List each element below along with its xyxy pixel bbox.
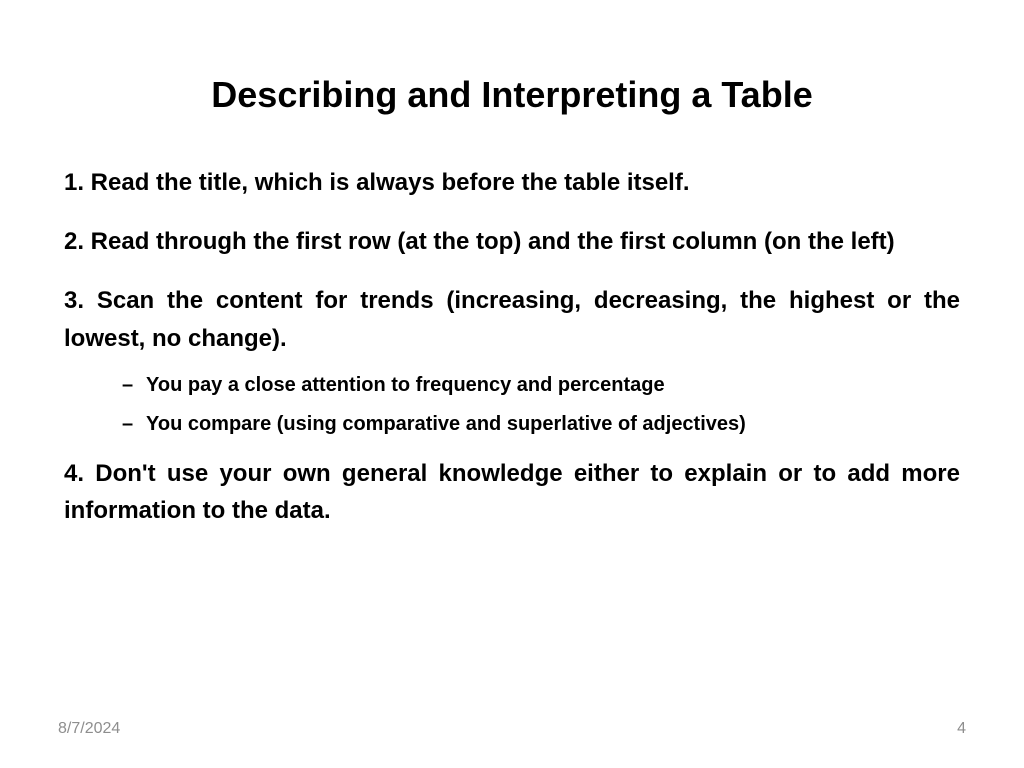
point-3-sub-a: You pay a close attention to frequency a… <box>122 371 960 400</box>
point-3-sub-b: You compare (using comparative and super… <box>122 410 960 439</box>
slide-title: Describing and Interpreting a Table <box>64 74 960 116</box>
slide-footer: 8/7/2024 4 <box>58 720 966 738</box>
footer-date: 8/7/2024 <box>58 720 120 738</box>
point-3: 3. Scan the content for trends (increasi… <box>64 282 960 356</box>
footer-page-number: 4 <box>957 720 966 738</box>
points-list: 1. Read the title, which is always befor… <box>64 164 960 529</box>
point-2: 2. Read through the first row (at the to… <box>64 223 960 260</box>
slide: Describing and Interpreting a Table 1. R… <box>0 0 1024 768</box>
point-1: 1. Read the title, which is always befor… <box>64 164 960 201</box>
point-4: 4. Don't use your own general knowledge … <box>64 455 960 529</box>
